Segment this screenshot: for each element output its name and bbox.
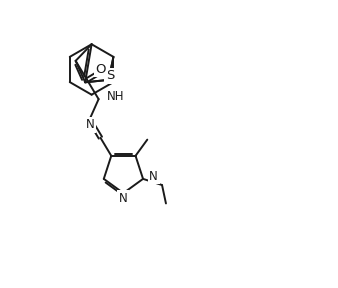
- Text: NH: NH: [106, 90, 124, 103]
- Text: N: N: [86, 118, 95, 131]
- Text: S: S: [106, 69, 114, 82]
- Text: N: N: [118, 192, 127, 205]
- Text: N: N: [149, 170, 158, 183]
- Text: O: O: [96, 62, 106, 76]
